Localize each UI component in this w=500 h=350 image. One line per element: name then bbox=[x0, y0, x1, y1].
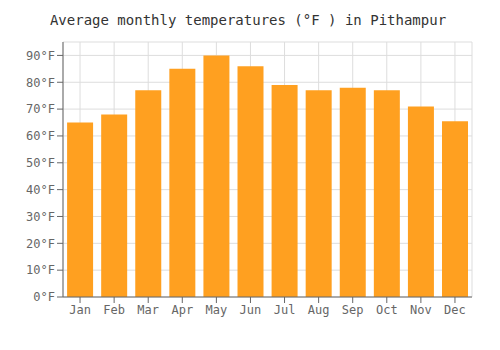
svg-text:Dec: Dec bbox=[444, 303, 466, 317]
svg-text:80°F: 80°F bbox=[26, 76, 55, 90]
svg-text:Mar: Mar bbox=[137, 303, 159, 317]
svg-text:May: May bbox=[206, 303, 228, 317]
svg-text:Aug: Aug bbox=[308, 303, 330, 317]
svg-text:70°F: 70°F bbox=[26, 102, 55, 116]
svg-text:Sep: Sep bbox=[342, 303, 364, 317]
svg-text:30°F: 30°F bbox=[26, 210, 55, 224]
svg-text:60°F: 60°F bbox=[26, 129, 55, 143]
html-text:Average monthly temperatures (: Average monthly temperatures (°F ) in Pi… bbox=[49, 12, 447, 28]
svg-text:50°F: 50°F bbox=[26, 156, 55, 170]
svg-text:20°F: 20°F bbox=[26, 237, 55, 251]
svg-text:Feb: Feb bbox=[103, 303, 125, 317]
svg-text:Jul: Jul bbox=[274, 303, 296, 317]
svg-text:0°F: 0°F bbox=[33, 290, 55, 304]
svg-text:90°F: 90°F bbox=[26, 49, 55, 63]
svg-text:40°F: 40°F bbox=[26, 183, 55, 197]
svg-text:Jan: Jan bbox=[69, 303, 91, 317]
svg-text:Oct: Oct bbox=[376, 303, 398, 317]
svg-text:Apr: Apr bbox=[171, 303, 193, 317]
svg-text:Jun: Jun bbox=[240, 303, 262, 317]
svg-text:Nov: Nov bbox=[410, 303, 432, 317]
svg-text:10°F: 10°F bbox=[26, 263, 55, 277]
